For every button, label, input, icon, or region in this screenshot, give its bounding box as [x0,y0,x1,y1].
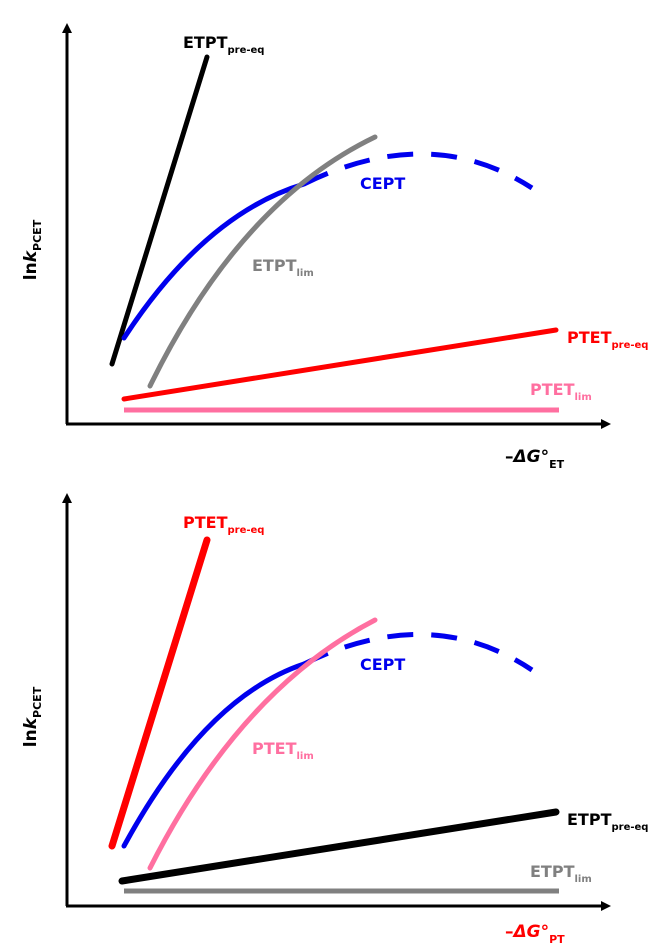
bottom-y-axis-label: lnkPCET [21,686,44,747]
top-ptet-pre-eq-line [121,327,559,402]
top-etpt-lim-label: ETPTlim [252,256,314,279]
bottom-panel: lnkPCET –ΔG°PT PTETpre-eq CEPT PTETlim E… [21,493,648,946]
top-etpt-pre-eq-line [109,54,210,367]
bottom-cept-label: CEPT [360,655,405,674]
bottom-x-axis-label: –ΔG°PT [505,922,565,946]
bottom-etpt-lim-label: ETPTlim [530,862,592,885]
bottom-ptet-lim-label: PTETlim [252,739,314,762]
bottom-ptet-lim-curve [147,617,378,871]
top-panel: lnkPCET –ΔG°ET ETPTpre-eq CEPT ETPTlim P… [21,23,648,471]
top-cept-label: CEPT [360,174,405,193]
top-etpt-pre-eq-label: ETPTpre-eq [183,33,264,56]
bottom-ptet-pre-eq-label: PTETpre-eq [183,513,264,536]
bottom-cept-solid-curve [121,661,307,849]
top-ptet-lim-label: PTETlim [530,380,592,403]
top-x-axis-label: –ΔG°ET [505,447,565,471]
top-ptet-pre-eq-label: PTETpre-eq [567,328,648,351]
top-y-axis-label: lnkPCET [21,219,44,280]
bottom-etpt-pre-eq-line [118,808,560,885]
top-etpt-lim-curve [147,134,378,389]
top-cept-solid-curve [121,181,307,341]
bottom-ptet-pre-eq-line [108,536,211,850]
bottom-etpt-pre-eq-label: ETPTpre-eq [567,810,648,833]
